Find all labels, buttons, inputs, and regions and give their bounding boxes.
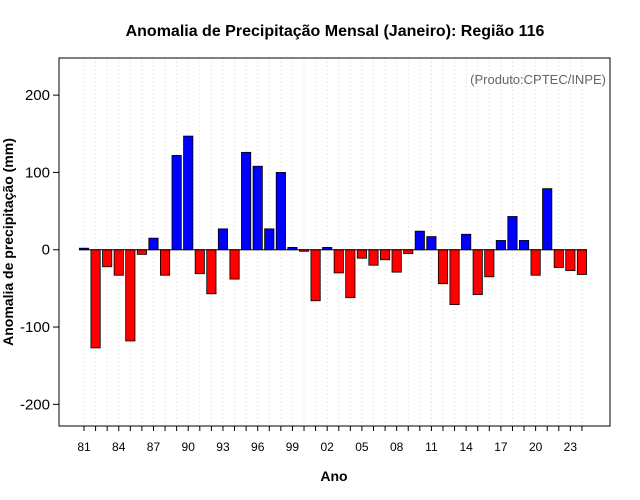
bar-1998 [275, 172, 286, 251]
y-tick-label: 100 [25, 164, 50, 181]
y-tick-label: 200 [25, 87, 50, 104]
bar-2005 [356, 249, 367, 259]
y-tick-label: 0 [42, 242, 50, 259]
credit-annotation: (Produto:CPTEC/INPE) [470, 72, 606, 87]
x-axis-label: Ano [320, 468, 347, 484]
grid-lines [83, 58, 583, 426]
y-axis: -200 -100 0 100 200 [20, 87, 59, 413]
bar-2017 [495, 240, 506, 251]
bar-2020 [530, 249, 541, 276]
bar-1993 [217, 228, 229, 251]
bar-2009 [403, 249, 414, 254]
x-tick-label: 17 [494, 440, 508, 454]
x-tick-label: 84 [112, 440, 126, 454]
bar-2003 [333, 249, 344, 274]
y-tick-label: -200 [20, 396, 50, 413]
bar-2021 [542, 188, 553, 251]
bar-2004 [345, 249, 356, 299]
bar-1989 [171, 155, 182, 251]
x-tick-label: 14 [459, 440, 473, 454]
bar-1994 [229, 249, 240, 280]
y-tick-label: -100 [20, 319, 50, 336]
x-tick-label: 02 [321, 440, 335, 454]
bar-1983 [102, 249, 113, 268]
x-axis: 81 84 87 90 93 96 99 02 05 08 11 14 17 20 23 [77, 426, 583, 454]
bar-1996 [252, 165, 263, 251]
bar-2023 [565, 249, 576, 272]
y-axis-label: Anomalia de precipitação (mm) [0, 138, 16, 346]
x-tick-label: 96 [251, 440, 265, 454]
x-tick-label: 93 [216, 440, 230, 454]
bar-1985 [125, 249, 136, 342]
bar-2018 [507, 216, 518, 251]
bar-2001 [310, 249, 321, 302]
x-tick-label: 23 [564, 440, 578, 454]
bar-1992 [206, 249, 217, 295]
x-tick-label: 05 [355, 440, 369, 454]
bar-1990 [183, 135, 194, 251]
x-tick-label: 90 [182, 440, 196, 454]
bar-1997 [264, 228, 275, 251]
x-tick-label: 87 [147, 440, 161, 454]
bar-1986 [136, 249, 147, 255]
bar-2010 [414, 230, 425, 251]
bar-2015 [472, 249, 483, 295]
bar-2008 [391, 249, 402, 273]
bar-2012 [437, 249, 449, 285]
bar-2007 [380, 249, 391, 261]
bar-1982 [90, 249, 101, 349]
x-tick-label: 08 [390, 440, 404, 454]
bar-1984 [113, 249, 124, 276]
bar-1988 [160, 249, 171, 276]
bar-2006 [368, 249, 379, 266]
x-tick-label: 99 [286, 440, 300, 454]
bar-2022 [553, 249, 564, 268]
bars [78, 135, 587, 349]
bar-1987 [148, 237, 159, 251]
bar-1995 [241, 151, 252, 251]
x-tick-label: 81 [77, 440, 91, 454]
x-tick-label: 11 [425, 440, 438, 454]
bar-2019 [518, 240, 530, 251]
bar-1991 [194, 249, 205, 275]
plot-frame [58, 57, 611, 427]
x-tick-label: 20 [529, 440, 543, 454]
bar-2013 [449, 249, 460, 306]
bar-2011 [426, 236, 437, 251]
bar-2014 [461, 233, 472, 251]
chart-title: Anomalia de Precipitação Mensal (Janeiro… [126, 23, 545, 40]
bar-2016 [484, 249, 495, 278]
bar-2024 [576, 249, 587, 275]
